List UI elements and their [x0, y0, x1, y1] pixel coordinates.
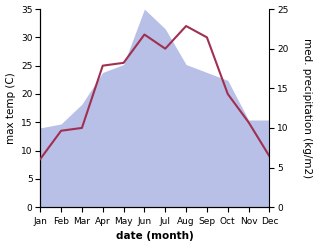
X-axis label: date (month): date (month): [116, 231, 194, 242]
Y-axis label: max temp (C): max temp (C): [5, 72, 16, 144]
Y-axis label: med. precipitation (kg/m2): med. precipitation (kg/m2): [302, 38, 313, 178]
